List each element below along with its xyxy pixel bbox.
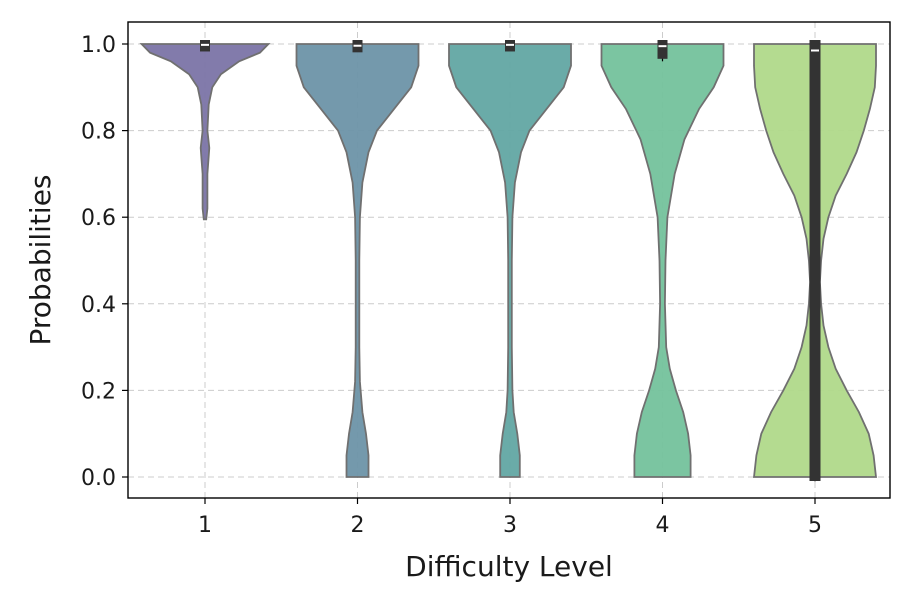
- violin-level-1: [139, 43, 271, 221]
- box-layer: [200, 40, 821, 482]
- y-tick-label: 0.2: [81, 379, 116, 404]
- x-axis-label: Difficulty Level: [405, 550, 613, 583]
- plot-frame: [127, 21, 891, 499]
- tick-layer: 0.0 0.2 0.4 0.6 0.8 1.0 1 2 3 4 5: [81, 33, 822, 538]
- box-level-5: [809, 40, 821, 481]
- x-tick-label: 2: [351, 513, 365, 538]
- violin-level-4: [600, 43, 725, 478]
- y-tick-label: 0.8: [81, 120, 116, 145]
- y-axis-label: Probabilities: [24, 174, 57, 345]
- x-tick-label: 4: [656, 513, 670, 538]
- y-tick-label: 1.0: [81, 33, 116, 58]
- y-tick-label: 0.0: [81, 466, 116, 491]
- box-level-4: [657, 40, 668, 59]
- violin-level-2: [295, 43, 420, 478]
- x-tick-label: 1: [198, 513, 212, 538]
- x-tick-label: 3: [503, 513, 517, 538]
- violin-level-3: [448, 43, 572, 478]
- violin-layer: [139, 43, 878, 478]
- x-tick-label: 5: [808, 513, 822, 538]
- y-tick-label: 0.6: [81, 206, 116, 231]
- y-tick-label: 0.4: [81, 293, 116, 318]
